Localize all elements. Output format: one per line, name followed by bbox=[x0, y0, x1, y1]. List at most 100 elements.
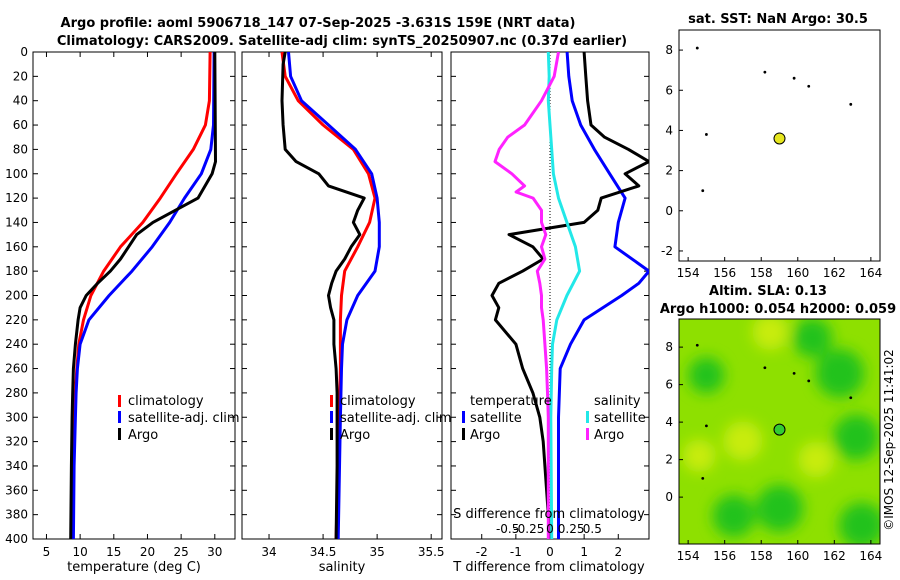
legend-marker-argo bbox=[118, 428, 121, 440]
legend-marker-satellite bbox=[118, 411, 121, 423]
y-tick-label: 40 bbox=[13, 94, 28, 108]
legend-t-argo: Argo bbox=[470, 428, 500, 443]
legend-argo: Argo bbox=[128, 428, 158, 443]
series-line-argo bbox=[280, 52, 366, 539]
depth-ticks: 0 20 40 60 80 100 120 140 160 180 200 220 240 260 280 3… bbox=[5, 45, 235, 546]
island-marker bbox=[792, 76, 796, 80]
y-tick-label: 180 bbox=[5, 264, 28, 278]
legend-header-temperature: temperature bbox=[470, 394, 552, 409]
series-line-argo bbox=[69, 52, 217, 539]
legend-satellite: satellite-adj. clim bbox=[340, 411, 452, 426]
s-difference-label: S difference from climatology bbox=[453, 507, 645, 522]
legend-marker-argo bbox=[330, 428, 333, 440]
salinity-x-ticks: 34 34.5 35 35.5 bbox=[242, 51, 445, 559]
legend-climatology: climatology bbox=[128, 394, 204, 409]
lat-tick-label: -2 bbox=[661, 244, 673, 258]
island-marker bbox=[763, 70, 767, 74]
lon-tick-label: 156 bbox=[713, 549, 736, 563]
figure-title-line2: Climatology: CARS2009. Satellite-adj cli… bbox=[57, 34, 627, 49]
x-tick-label: 35.5 bbox=[418, 545, 445, 559]
lon-tick-label: 164 bbox=[859, 266, 882, 280]
island-marker bbox=[763, 366, 767, 370]
salinity-panel: 34 34.5 35 35.5 climatology satellite-adj. … bbox=[241, 51, 452, 575]
legend-marker-satellite bbox=[330, 411, 333, 423]
temperature-legend: climatology satellite-adj. clim Argo bbox=[118, 394, 240, 443]
sla-anomaly-patch bbox=[682, 439, 716, 473]
temperature-xlabel: temperature (deg C) bbox=[67, 560, 201, 575]
legend-climatology: climatology bbox=[340, 394, 416, 409]
y-tick-label: 140 bbox=[5, 215, 28, 229]
island-marker bbox=[849, 396, 853, 400]
legend-satellite: satellite-adj. clim bbox=[128, 411, 240, 426]
y-tick-label: 340 bbox=[5, 459, 28, 473]
x-tick-label: 30 bbox=[207, 545, 222, 559]
sla-map-panel: Altim. SLA: 0.13 Argo h1000: 0.054 h2000… bbox=[660, 284, 896, 563]
island-marker bbox=[701, 189, 705, 193]
legend-marker-s-argo bbox=[586, 428, 589, 440]
temperature-lines bbox=[69, 52, 217, 539]
figure-title-line1: Argo profile: aoml 5906718_147 07-Sep-20… bbox=[61, 16, 576, 31]
y-tick-label: 380 bbox=[5, 508, 28, 522]
sst-map-panel: sat. SST: NaN Argo: 30.5 154 156 158 160 162… bbox=[661, 12, 882, 280]
legend-s-satellite: satellite bbox=[594, 411, 646, 426]
x-tick-label: 5 bbox=[43, 545, 51, 559]
y-tick-label: 260 bbox=[5, 362, 28, 376]
y-tick-label: 60 bbox=[13, 118, 28, 132]
series-line-satellite-adj-clim bbox=[71, 52, 216, 539]
lon-tick-label: 154 bbox=[677, 549, 700, 563]
lon-tick-label: 162 bbox=[823, 266, 846, 280]
island-marker bbox=[695, 343, 699, 347]
y-tick-label: 400 bbox=[5, 532, 28, 546]
copyright-timestamp: ©IMOS 12-Sep-2025 11:41:02 bbox=[882, 349, 896, 531]
island-marker bbox=[695, 46, 699, 50]
lat-tick-label: 0 bbox=[665, 204, 673, 218]
s-tick-label: 0.5 bbox=[583, 522, 602, 536]
sla-field-features bbox=[682, 319, 880, 544]
lon-tick-label: 158 bbox=[750, 549, 773, 563]
s-tick-label: -0.25 bbox=[513, 522, 544, 536]
series-line-climatology bbox=[71, 52, 212, 539]
x-tick-label: 20 bbox=[140, 545, 155, 559]
sst-map-content bbox=[695, 46, 853, 193]
legend-marker-climatology bbox=[330, 395, 333, 407]
sla-anomaly-patch bbox=[723, 421, 763, 461]
series-line-climatology bbox=[280, 52, 377, 539]
salinity-lines bbox=[280, 52, 381, 539]
lon-tick-label: 160 bbox=[786, 549, 809, 563]
lon-tick-label: 156 bbox=[713, 266, 736, 280]
sst-map-ticks: 154 156 158 160 162 164 -2 0 2 4 6 8 bbox=[661, 43, 882, 280]
lon-tick-label: 154 bbox=[677, 266, 700, 280]
salinity-legend: climatology satellite-adj. clim Argo bbox=[330, 394, 452, 443]
legend-t-satellite: satellite bbox=[470, 411, 522, 426]
lat-tick-label: 2 bbox=[665, 453, 673, 467]
sla-anomaly-patch bbox=[838, 502, 880, 544]
y-tick-label: 320 bbox=[5, 435, 28, 449]
lat-tick-label: 4 bbox=[665, 415, 673, 429]
lon-tick-label: 158 bbox=[750, 266, 773, 280]
t-difference-xlabel: T difference from climatology bbox=[452, 560, 645, 575]
difference-legend: temperature salinity satellite Argo sate… bbox=[462, 394, 646, 443]
island-marker bbox=[705, 424, 708, 428]
sla-anomaly-patch bbox=[752, 319, 789, 351]
island-marker bbox=[701, 476, 705, 480]
x-tick-label: 34 bbox=[261, 545, 276, 559]
s-difference-ticks: -0.5-0.25 0 0.250.5 bbox=[496, 522, 602, 536]
island-marker bbox=[849, 102, 853, 106]
sla-map-title-line1: Altim. SLA: 0.13 bbox=[709, 284, 827, 299]
legend-marker-t-argo bbox=[462, 428, 465, 440]
series-line-satellite-adj-clim bbox=[287, 52, 381, 539]
y-tick-label: 120 bbox=[5, 191, 28, 205]
legend-marker-climatology bbox=[118, 395, 121, 407]
sla-map-content bbox=[695, 343, 853, 480]
sla-map-ticks: 154 156 158 160 162 164 0 2 4 6 8 bbox=[665, 340, 882, 563]
series-line-s-satellite bbox=[546, 52, 582, 539]
sla-anomaly-patch bbox=[688, 357, 725, 394]
x-tick-label: 34.5 bbox=[310, 545, 337, 559]
sla-anomaly-patch bbox=[755, 484, 804, 532]
y-tick-label: 240 bbox=[5, 337, 28, 351]
legend-marker-t-satellite bbox=[462, 411, 465, 423]
island-marker bbox=[807, 84, 811, 88]
island-marker bbox=[705, 133, 708, 136]
island-marker bbox=[792, 371, 796, 375]
